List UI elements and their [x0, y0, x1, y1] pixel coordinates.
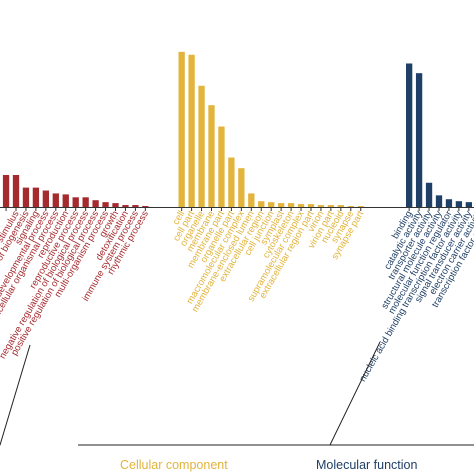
bar-0-2	[2, 175, 10, 207]
bar-0-3	[12, 175, 20, 207]
bar-0-10	[82, 197, 89, 207]
bar-1-0	[178, 51, 185, 207]
group-label-2: Molecular function	[316, 458, 417, 472]
group-labels-layer: Cellular component Molecular function	[120, 458, 417, 472]
bar-1-16	[337, 205, 344, 207]
bar-2-4	[445, 199, 453, 207]
bar-1-17	[347, 206, 354, 207]
bar-2-5	[455, 201, 463, 207]
bar-1-12	[297, 204, 305, 207]
bar-2-1	[415, 73, 423, 208]
bar-1-10	[278, 203, 285, 207]
bar-0-14	[122, 205, 129, 207]
ticks-layer	[5, 207, 470, 211]
bar-1-8	[258, 201, 265, 207]
bar-2-2	[425, 182, 433, 207]
bar-1-1	[188, 54, 195, 208]
bar-1-6	[238, 168, 245, 207]
bar-1-7	[248, 193, 255, 207]
bar-1-18	[357, 206, 364, 207]
bar-1-2	[198, 85, 205, 207]
bar-1-5	[228, 157, 235, 207]
bar-1-9	[268, 202, 275, 207]
bar-0-4	[22, 187, 30, 207]
bar-0-15	[132, 205, 139, 207]
bar-0-7	[52, 193, 59, 207]
bar-0-12	[102, 202, 109, 207]
bar-0-11	[92, 200, 99, 207]
bar-0-9	[72, 197, 79, 207]
bar-1-13	[307, 204, 315, 207]
bar-1-11	[287, 203, 295, 207]
bar-1-4	[218, 126, 225, 207]
group-bracket-0	[0, 344, 31, 446]
bar-2-3	[435, 195, 443, 207]
bars-layer	[2, 51, 472, 208]
bar-1-15	[327, 205, 335, 207]
bar-0-16	[142, 206, 149, 207]
bar-0-6	[42, 190, 49, 207]
bar-0-8	[62, 194, 69, 207]
group-brackets-layer	[0, 341, 474, 446]
group-bracket-1	[78, 341, 381, 446]
bar-2-0	[406, 63, 413, 208]
bar-0-13	[112, 203, 119, 207]
group-label-1: Cellular component	[120, 458, 228, 472]
bar-0-5	[32, 187, 40, 207]
bar-1-14	[317, 205, 325, 207]
bar-2-6	[465, 202, 472, 207]
bar-1-3	[208, 105, 215, 207]
